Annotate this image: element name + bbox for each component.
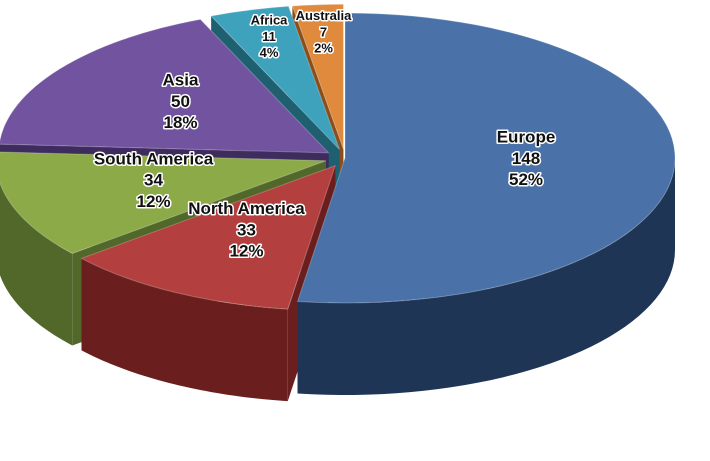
slice-value-africa: 11: [262, 29, 276, 44]
slice-label-north-america: North America 33 12%: [188, 199, 305, 261]
slice-name-south-america: South America: [94, 149, 214, 168]
slice-percent-africa: 4%: [260, 45, 279, 60]
slice-name-africa: Africa: [251, 13, 289, 28]
slice-side-south-america: [0, 183, 73, 346]
slice-south-america: [0, 151, 327, 255]
slice-north-america: [80, 164, 337, 310]
slice-value-australia: 7: [320, 24, 327, 39]
slice-percent-asia: 18%: [163, 113, 197, 132]
slice-percent-north-america: 12%: [229, 242, 263, 261]
slice-label-africa: Africa 11 4%: [251, 13, 289, 61]
slice-label-asia: Asia 50 18%: [163, 71, 199, 133]
slice-name-asia: Asia: [163, 71, 199, 90]
slice-percent-europe: 52%: [509, 170, 543, 189]
slice-value-europe: 148: [512, 149, 540, 168]
slice-asia: [0, 18, 330, 154]
slice-name-europe: Europe: [497, 128, 556, 147]
slice-label-south-america: South America 34 12%: [94, 149, 214, 211]
slice-tops: [0, 3, 676, 310]
slice-percent-australia: 2%: [314, 41, 333, 56]
slice-europe: [296, 12, 676, 304]
slice-australia: [291, 3, 344, 150]
slice-side-europe: [297, 158, 675, 395]
slice-name-australia: Australia: [296, 8, 352, 23]
slice-percent-south-america: 12%: [136, 192, 170, 211]
slice-label-australia: Australia 7 2%: [296, 8, 352, 56]
slice-label-europe: Europe 148 52%: [497, 128, 556, 190]
slice-name-north-america: North America: [188, 199, 305, 218]
slice-value-south-america: 34: [144, 171, 163, 190]
slice-value-north-america: 33: [237, 220, 256, 239]
slice-labels: Europe 148 52%North America 33 12%South Amer…: [92, 7, 556, 262]
slice-value-asia: 50: [171, 92, 190, 111]
slice-side-north-america: [81, 258, 288, 402]
slice-africa: [210, 5, 340, 150]
